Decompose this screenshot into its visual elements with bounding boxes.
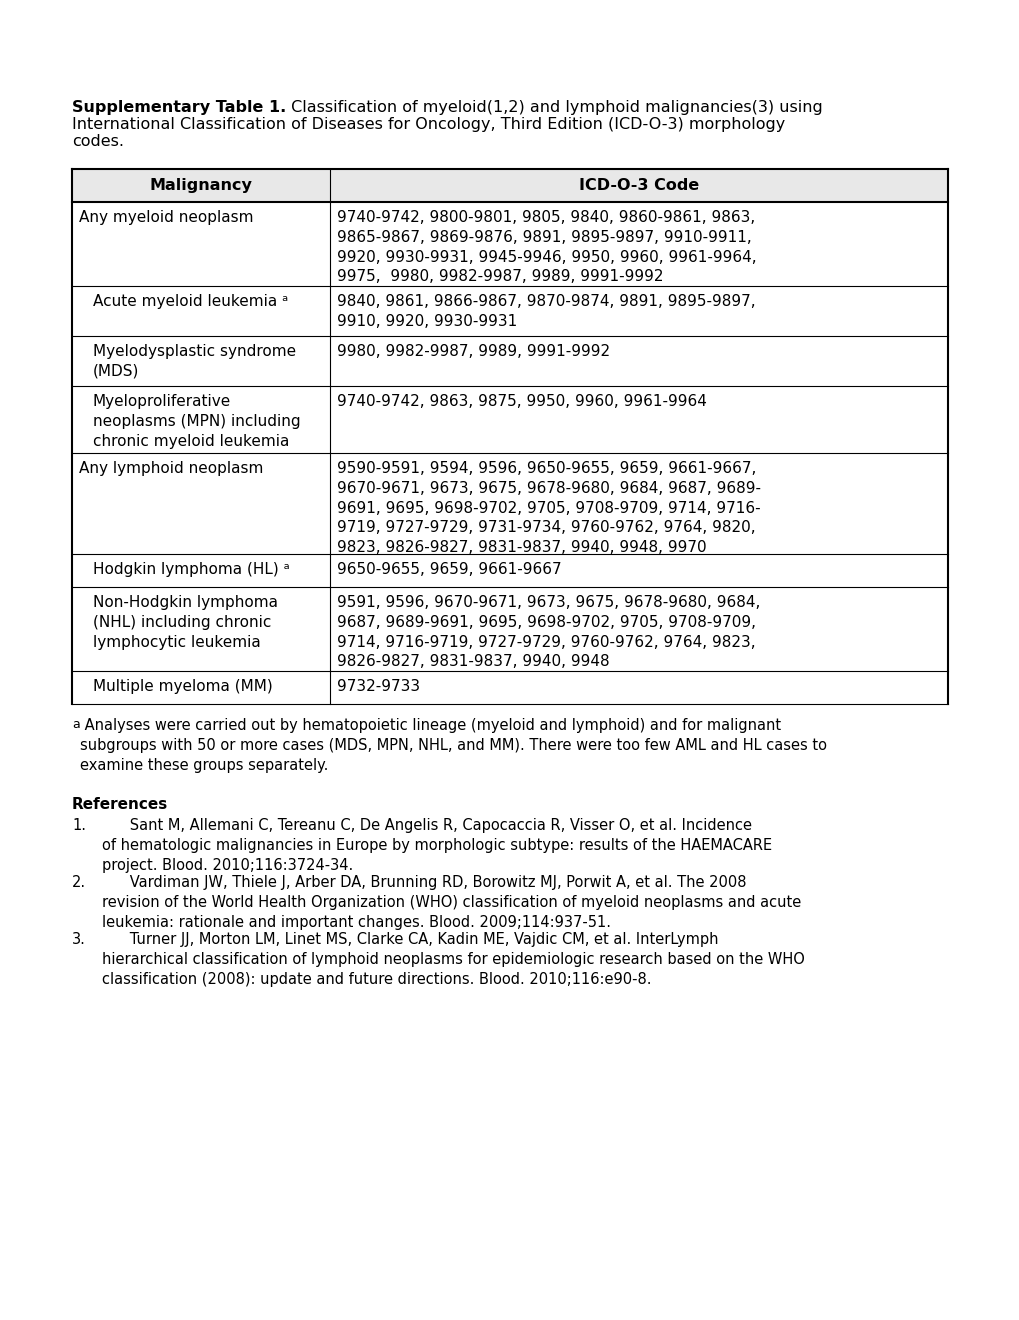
Text: 9732-9733: 9732-9733 xyxy=(337,678,420,694)
Text: 9590-9591, 9594, 9596, 9650-9655, 9659, 9661-9667,
9670-9671, 9673, 9675, 9678-9: 9590-9591, 9594, 9596, 9650-9655, 9659, … xyxy=(337,461,760,556)
Text: Any lymphoid neoplasm: Any lymphoid neoplasm xyxy=(78,461,263,477)
Text: 2.: 2. xyxy=(72,875,86,890)
Text: codes.: codes. xyxy=(72,135,124,149)
Text: Supplementary Table 1.: Supplementary Table 1. xyxy=(72,100,286,115)
Text: Analyses were carried out by hematopoietic lineage (myeloid and lymphoid) and fo: Analyses were carried out by hematopoiet… xyxy=(79,718,826,772)
Text: 1.: 1. xyxy=(72,818,86,833)
Text: ICD-O-3 Code: ICD-O-3 Code xyxy=(579,178,699,193)
Text: Any myeloid neoplasm: Any myeloid neoplasm xyxy=(78,210,254,224)
Text: Vardiman JW, Thiele J, Arber DA, Brunning RD, Borowitz MJ, Porwit A, et al. The : Vardiman JW, Thiele J, Arber DA, Brunnin… xyxy=(102,875,801,929)
Text: Malignancy: Malignancy xyxy=(150,178,253,193)
Text: References: References xyxy=(72,797,168,812)
Bar xyxy=(72,169,947,202)
Text: 3.: 3. xyxy=(72,932,86,946)
Text: 9980, 9982-9987, 9989, 9991-9992: 9980, 9982-9987, 9989, 9991-9992 xyxy=(337,345,610,359)
Text: 9840, 9861, 9866-9867, 9870-9874, 9891, 9895-9897,
9910, 9920, 9930-9931: 9840, 9861, 9866-9867, 9870-9874, 9891, … xyxy=(337,294,755,329)
Text: 9650-9655, 9659, 9661-9667: 9650-9655, 9659, 9661-9667 xyxy=(337,562,561,577)
Text: 9740-9742, 9800-9801, 9805, 9840, 9860-9861, 9863,
9865-9867, 9869-9876, 9891, 9: 9740-9742, 9800-9801, 9805, 9840, 9860-9… xyxy=(337,210,756,284)
Text: Myeloproliferative
neoplasms (MPN) including
chronic myeloid leukemia: Myeloproliferative neoplasms (MPN) inclu… xyxy=(93,393,301,449)
Text: Sant M, Allemani C, Tereanu C, De Angelis R, Capocaccia R, Visser O, et al. Inci: Sant M, Allemani C, Tereanu C, De Angeli… xyxy=(102,818,771,873)
Text: 9591, 9596, 9670-9671, 9673, 9675, 9678-9680, 9684,
9687, 9689-9691, 9695, 9698-: 9591, 9596, 9670-9671, 9673, 9675, 9678-… xyxy=(337,595,760,669)
Text: Acute myeloid leukemia ᵃ: Acute myeloid leukemia ᵃ xyxy=(93,294,288,309)
Text: International Classification of Diseases for Oncology, Third Edition (ICD-O-3) m: International Classification of Diseases… xyxy=(72,117,785,132)
Text: Turner JJ, Morton LM, Linet MS, Clarke CA, Kadin ME, Vajdic CM, et al. InterLymp: Turner JJ, Morton LM, Linet MS, Clarke C… xyxy=(102,932,804,986)
Text: 9740-9742, 9863, 9875, 9950, 9960, 9961-9964: 9740-9742, 9863, 9875, 9950, 9960, 9961-… xyxy=(337,393,706,409)
Text: Hodgkin lymphoma (HL) ᵃ: Hodgkin lymphoma (HL) ᵃ xyxy=(93,562,289,577)
Text: Non-Hodgkin lymphoma
(NHL) including chronic
lymphocytic leukemia: Non-Hodgkin lymphoma (NHL) including chr… xyxy=(93,595,278,649)
Text: Multiple myeloma (MM): Multiple myeloma (MM) xyxy=(93,678,272,694)
Text: Myelodysplastic syndrome
(MDS): Myelodysplastic syndrome (MDS) xyxy=(93,345,296,379)
Text: a: a xyxy=(72,718,79,731)
Text: Classification of myeloid(1,2) and lymphoid malignancies(3) using: Classification of myeloid(1,2) and lymph… xyxy=(286,100,822,115)
